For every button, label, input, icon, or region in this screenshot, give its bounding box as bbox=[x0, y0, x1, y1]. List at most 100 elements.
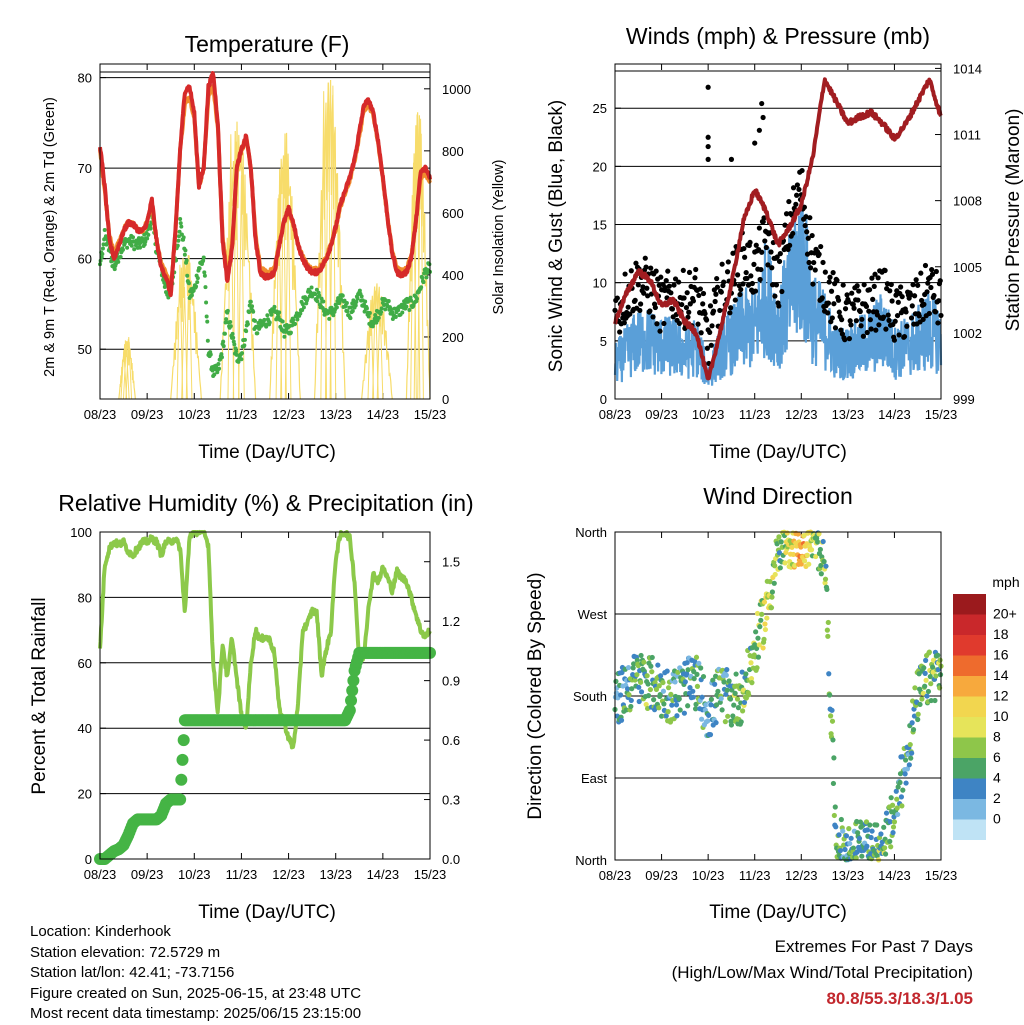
direction-point bbox=[910, 727, 917, 733]
direction-point bbox=[888, 795, 894, 801]
gust-point bbox=[828, 288, 835, 294]
gust-point bbox=[891, 337, 898, 343]
solar-curve bbox=[313, 79, 346, 400]
gust-series bbox=[612, 84, 944, 367]
temperature-xtick-label: 15/23 bbox=[414, 407, 447, 422]
direction-point bbox=[818, 571, 824, 577]
dewpoint-point bbox=[242, 343, 247, 348]
dewpoint-point bbox=[100, 251, 105, 256]
dewpoint-point bbox=[197, 266, 202, 271]
direction-point bbox=[836, 832, 842, 838]
direction-point bbox=[903, 780, 909, 786]
dewpoint-point bbox=[125, 245, 130, 250]
gust-point bbox=[748, 273, 754, 279]
dewpoint-point bbox=[244, 329, 249, 334]
gust-point bbox=[790, 230, 796, 237]
direction-point bbox=[715, 688, 721, 694]
direction-point bbox=[656, 683, 662, 689]
gust-point bbox=[744, 275, 750, 282]
gust-point bbox=[935, 320, 941, 326]
gust-point bbox=[830, 270, 836, 276]
figure-created: Figure created on Sun, 2025-06-15, at 23… bbox=[30, 984, 362, 1002]
dewpoint-point bbox=[221, 344, 226, 349]
solar-peak bbox=[329, 85, 337, 400]
gust-point bbox=[642, 255, 648, 261]
gust-point bbox=[702, 311, 708, 317]
direction-point bbox=[767, 579, 773, 585]
gust-point bbox=[796, 186, 802, 193]
direction-point bbox=[638, 689, 645, 695]
dewpoint-point bbox=[409, 298, 414, 303]
solar-peak bbox=[176, 264, 184, 400]
gust-point bbox=[758, 266, 764, 273]
direction-point bbox=[777, 565, 783, 571]
speed-legend-title: mph bbox=[992, 574, 1019, 590]
gust-point bbox=[787, 242, 793, 248]
temperature-xtick-label: 13/23 bbox=[319, 407, 352, 422]
direction-point bbox=[822, 576, 829, 582]
direction-point bbox=[690, 688, 696, 694]
direction-point bbox=[801, 558, 808, 564]
gust-point bbox=[684, 290, 690, 296]
gust-point bbox=[844, 292, 850, 298]
direction-plot-border bbox=[614, 531, 942, 861]
direction-point bbox=[692, 658, 698, 664]
direction-point bbox=[732, 690, 738, 696]
gust-point bbox=[617, 329, 623, 335]
extremes-summary: Extremes For Past 7 Days (High/Low/Max W… bbox=[672, 934, 973, 1012]
speed-legend-swatch bbox=[953, 696, 986, 717]
gust-point bbox=[698, 330, 704, 336]
direction-point bbox=[897, 779, 903, 786]
direction-point bbox=[694, 671, 700, 677]
direction-point bbox=[889, 802, 896, 808]
direction-point bbox=[829, 718, 836, 724]
dewpoint-point bbox=[221, 339, 226, 344]
direction-point bbox=[749, 679, 755, 686]
winds-xtick-label: 09/23 bbox=[645, 407, 678, 422]
direction-point bbox=[738, 719, 744, 725]
gust-point bbox=[708, 342, 714, 348]
direction-point bbox=[915, 716, 921, 723]
pressure-right-ylabel: Station Pressure (Maroon) bbox=[1003, 109, 1024, 332]
gust-point bbox=[916, 313, 922, 319]
dewpoint-point bbox=[280, 319, 285, 324]
gust-point bbox=[644, 285, 650, 291]
dewpoint-point bbox=[205, 319, 210, 324]
gust-point bbox=[697, 286, 703, 292]
direction-point bbox=[922, 683, 928, 689]
speed-legend-swatch bbox=[953, 819, 986, 840]
dewpoint-point bbox=[251, 309, 256, 314]
direction-point bbox=[725, 713, 731, 719]
wind-direction-xlabel: Time (Day/UTC) bbox=[709, 902, 847, 923]
direction-point bbox=[935, 652, 941, 658]
direction-point bbox=[907, 741, 913, 748]
dewpoint-point bbox=[245, 322, 250, 327]
direction-point bbox=[864, 827, 871, 833]
direction-point bbox=[665, 709, 671, 715]
gust-point bbox=[838, 327, 844, 333]
dewpoint-point bbox=[184, 258, 189, 263]
gust-point bbox=[741, 245, 747, 252]
gust-point bbox=[663, 278, 669, 284]
humidity-xtick-label: 12/23 bbox=[272, 867, 305, 882]
speed-legend-swatch bbox=[953, 635, 986, 656]
direction-point bbox=[828, 713, 834, 719]
dewpoint-point bbox=[427, 262, 432, 267]
gust-point bbox=[657, 328, 663, 334]
direction-point bbox=[660, 688, 667, 694]
dewpoint-point bbox=[424, 275, 429, 280]
dewpoint-point bbox=[202, 273, 207, 278]
speed-legend-swatch bbox=[953, 717, 986, 738]
dewpoint-point bbox=[314, 287, 319, 292]
dewpoint-point bbox=[201, 258, 206, 263]
dewpoint-point bbox=[212, 372, 217, 377]
direction-point bbox=[687, 685, 693, 691]
direction-point bbox=[764, 615, 770, 621]
winds-xtick-label: 14/23 bbox=[878, 407, 911, 422]
gust-point bbox=[705, 156, 711, 162]
direction-point bbox=[692, 706, 699, 712]
direction-point bbox=[825, 619, 831, 626]
direction-point bbox=[843, 833, 850, 839]
direction-point bbox=[806, 561, 812, 567]
gust-point bbox=[718, 289, 724, 295]
